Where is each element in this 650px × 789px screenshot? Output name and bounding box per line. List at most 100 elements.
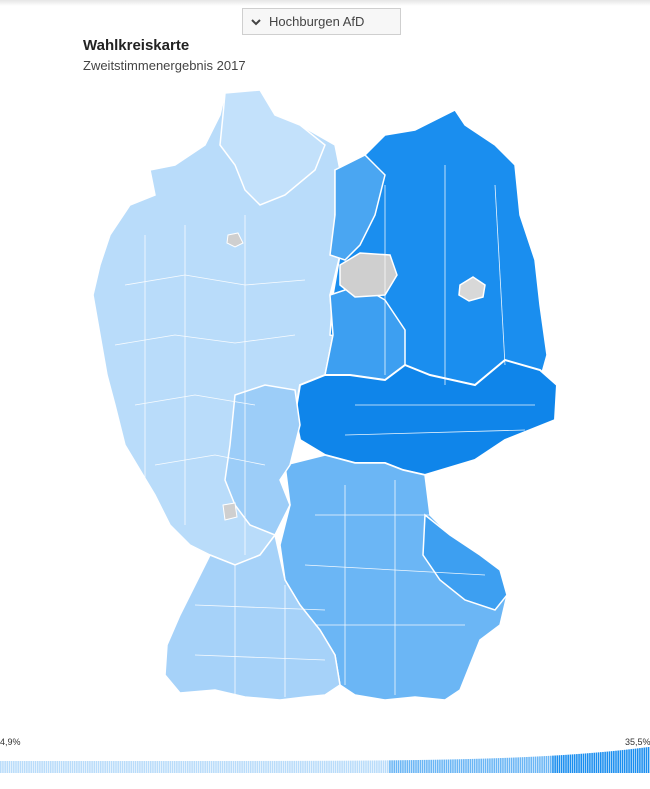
legend-bar bbox=[406, 760, 409, 773]
legend-bar bbox=[473, 758, 476, 773]
legend-bar bbox=[195, 760, 198, 773]
legend-bar bbox=[67, 761, 69, 773]
legend-bar bbox=[141, 761, 143, 773]
legend-bar bbox=[239, 760, 241, 773]
legend-bar bbox=[567, 754, 569, 773]
legend-bar bbox=[378, 760, 380, 773]
legend-bar bbox=[476, 758, 478, 773]
legend-bar bbox=[186, 760, 189, 773]
legend-bar bbox=[536, 756, 539, 773]
legend-bar bbox=[143, 761, 146, 773]
area-no-data-frankfurt[interactable] bbox=[222, 502, 238, 521]
legend-bar bbox=[436, 759, 439, 773]
legend-bar bbox=[56, 761, 59, 773]
legend-bar bbox=[415, 760, 417, 773]
legend-bar bbox=[321, 760, 324, 773]
legend-bar bbox=[219, 760, 222, 773]
legend-bar bbox=[178, 760, 180, 773]
legend-bar bbox=[563, 754, 565, 773]
legend-bar bbox=[308, 760, 311, 773]
legend-bar bbox=[302, 760, 304, 773]
party-selector-dropdown[interactable]: Hochburgen AfD bbox=[242, 8, 401, 35]
legend-bar bbox=[358, 760, 361, 773]
legend-bar bbox=[413, 760, 415, 773]
legend-bar bbox=[334, 760, 337, 773]
legend-bar bbox=[295, 760, 298, 773]
legend-bar bbox=[158, 761, 161, 773]
legend-bar bbox=[73, 761, 76, 773]
legend-bar bbox=[556, 755, 559, 773]
legend-bar bbox=[469, 758, 472, 773]
legend-bar bbox=[260, 760, 263, 773]
legend-bar bbox=[421, 759, 424, 773]
legend-bar bbox=[526, 756, 528, 773]
legend-bar bbox=[232, 760, 235, 773]
legend-bar bbox=[500, 758, 502, 773]
legend-bar bbox=[623, 749, 626, 773]
legend-bar bbox=[626, 749, 628, 773]
legend-bar bbox=[369, 760, 372, 773]
legend-bar bbox=[400, 760, 402, 773]
legend-bar bbox=[550, 755, 552, 773]
legend-bar bbox=[571, 754, 574, 773]
legend-bar bbox=[539, 756, 541, 773]
legend-bar bbox=[430, 759, 432, 773]
legend-bar bbox=[110, 761, 113, 773]
legend-bar bbox=[86, 761, 89, 773]
legend-bar bbox=[641, 747, 643, 773]
region-hessen[interactable] bbox=[224, 384, 301, 536]
region-schleswig-holstein[interactable] bbox=[219, 89, 326, 206]
legend-bar bbox=[580, 753, 582, 773]
legend-bar bbox=[167, 761, 169, 773]
legend-bar bbox=[471, 758, 474, 773]
legend-bar bbox=[326, 760, 328, 773]
legend-bar bbox=[419, 759, 422, 773]
legend-bar bbox=[191, 760, 193, 773]
legend-bar bbox=[495, 758, 498, 773]
map-title: Wahlkreiskarte bbox=[83, 37, 190, 54]
legend-bar bbox=[528, 756, 530, 773]
legend-bar bbox=[584, 753, 587, 773]
legend-bar bbox=[226, 760, 228, 773]
legend-bar bbox=[452, 759, 454, 773]
legend-bar bbox=[356, 760, 359, 773]
legend-bar bbox=[39, 761, 41, 773]
legend-bar bbox=[630, 749, 632, 773]
legend-bar bbox=[543, 756, 546, 773]
legend-bar bbox=[521, 757, 524, 773]
legend-bar bbox=[173, 760, 176, 773]
region-ostbayern[interactable] bbox=[422, 513, 508, 611]
legend-bar bbox=[510, 757, 513, 773]
legend-bar bbox=[606, 751, 609, 773]
legend-bar bbox=[386, 760, 389, 773]
legend-bar bbox=[441, 759, 443, 773]
legend-bar bbox=[139, 761, 141, 773]
legend-bar bbox=[354, 760, 356, 773]
legend-bar bbox=[352, 760, 354, 773]
legend-bar bbox=[102, 761, 104, 773]
legend-bar bbox=[639, 748, 641, 773]
germany-constituency-map[interactable] bbox=[85, 85, 565, 725]
top-shadow bbox=[0, 0, 650, 6]
legend-bar bbox=[152, 761, 154, 773]
legend-bar bbox=[560, 755, 563, 773]
legend-bar bbox=[558, 755, 561, 773]
legend-bar bbox=[621, 750, 624, 773]
legend-bar bbox=[165, 761, 167, 773]
area-no-data-magdeburg[interactable] bbox=[339, 252, 398, 298]
area-no-data-berlin[interactable] bbox=[458, 276, 486, 302]
legend-bar bbox=[371, 760, 374, 773]
legend-bar bbox=[300, 760, 302, 773]
legend-bar bbox=[628, 749, 630, 773]
area-no-data-bremen[interactable] bbox=[226, 232, 244, 248]
legend-bar bbox=[482, 758, 485, 773]
legend-bar bbox=[347, 760, 350, 773]
constituency-borders bbox=[114, 165, 535, 697]
region-altmark[interactable] bbox=[329, 154, 386, 261]
legend-bar bbox=[97, 761, 100, 773]
legend-bar bbox=[117, 761, 119, 773]
legend-bar bbox=[65, 761, 67, 773]
legend-bar bbox=[463, 759, 465, 773]
legend-bar bbox=[408, 760, 411, 773]
legend-bar bbox=[360, 760, 363, 773]
